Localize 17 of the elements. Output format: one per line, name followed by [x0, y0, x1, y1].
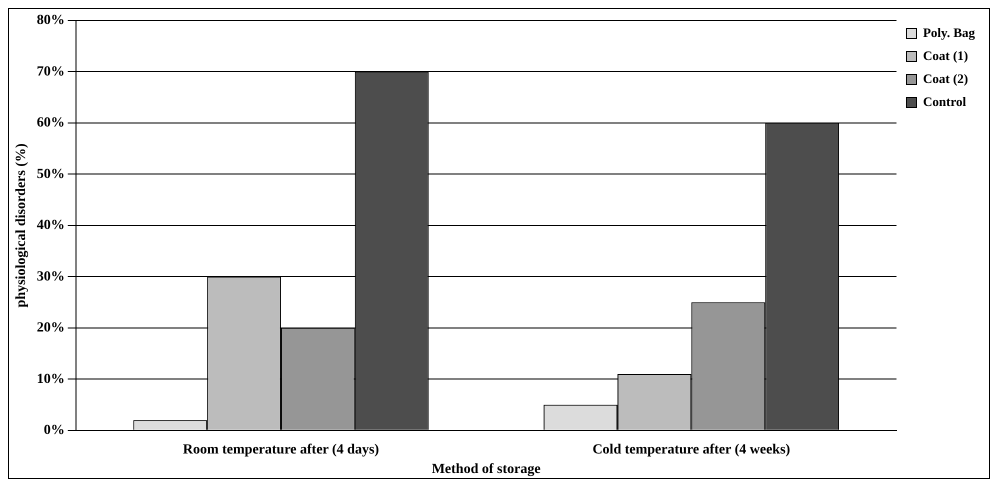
- legend-label: Poly. Bag: [922, 24, 976, 40]
- y-axis-title: physiological disorders (%): [14, 143, 30, 308]
- y-tick-label: 40%: [36, 218, 65, 234]
- y-tick-label: 0%: [44, 423, 65, 438]
- legend-label: Control: [922, 94, 966, 109]
- legend-label: Coat (2): [922, 70, 968, 86]
- y-tick-label: 50%: [36, 166, 65, 182]
- x-tick-label: Cold temperature after (4 weeks): [592, 442, 791, 458]
- y-tick-label: 80%: [36, 13, 65, 28]
- x-axis-title: Method of storage: [432, 462, 541, 478]
- x-tick-label: Room temperature after (4 days): [182, 442, 380, 458]
- y-tick-label: 60%: [36, 116, 65, 131]
- legend-label: Coat (1): [922, 48, 968, 63]
- y-tick-label: 70%: [36, 64, 65, 80]
- y-tick-label: 20%: [36, 320, 65, 336]
- y-tick-label: 30%: [36, 269, 65, 284]
- y-tick-label: 10%: [36, 372, 65, 387]
